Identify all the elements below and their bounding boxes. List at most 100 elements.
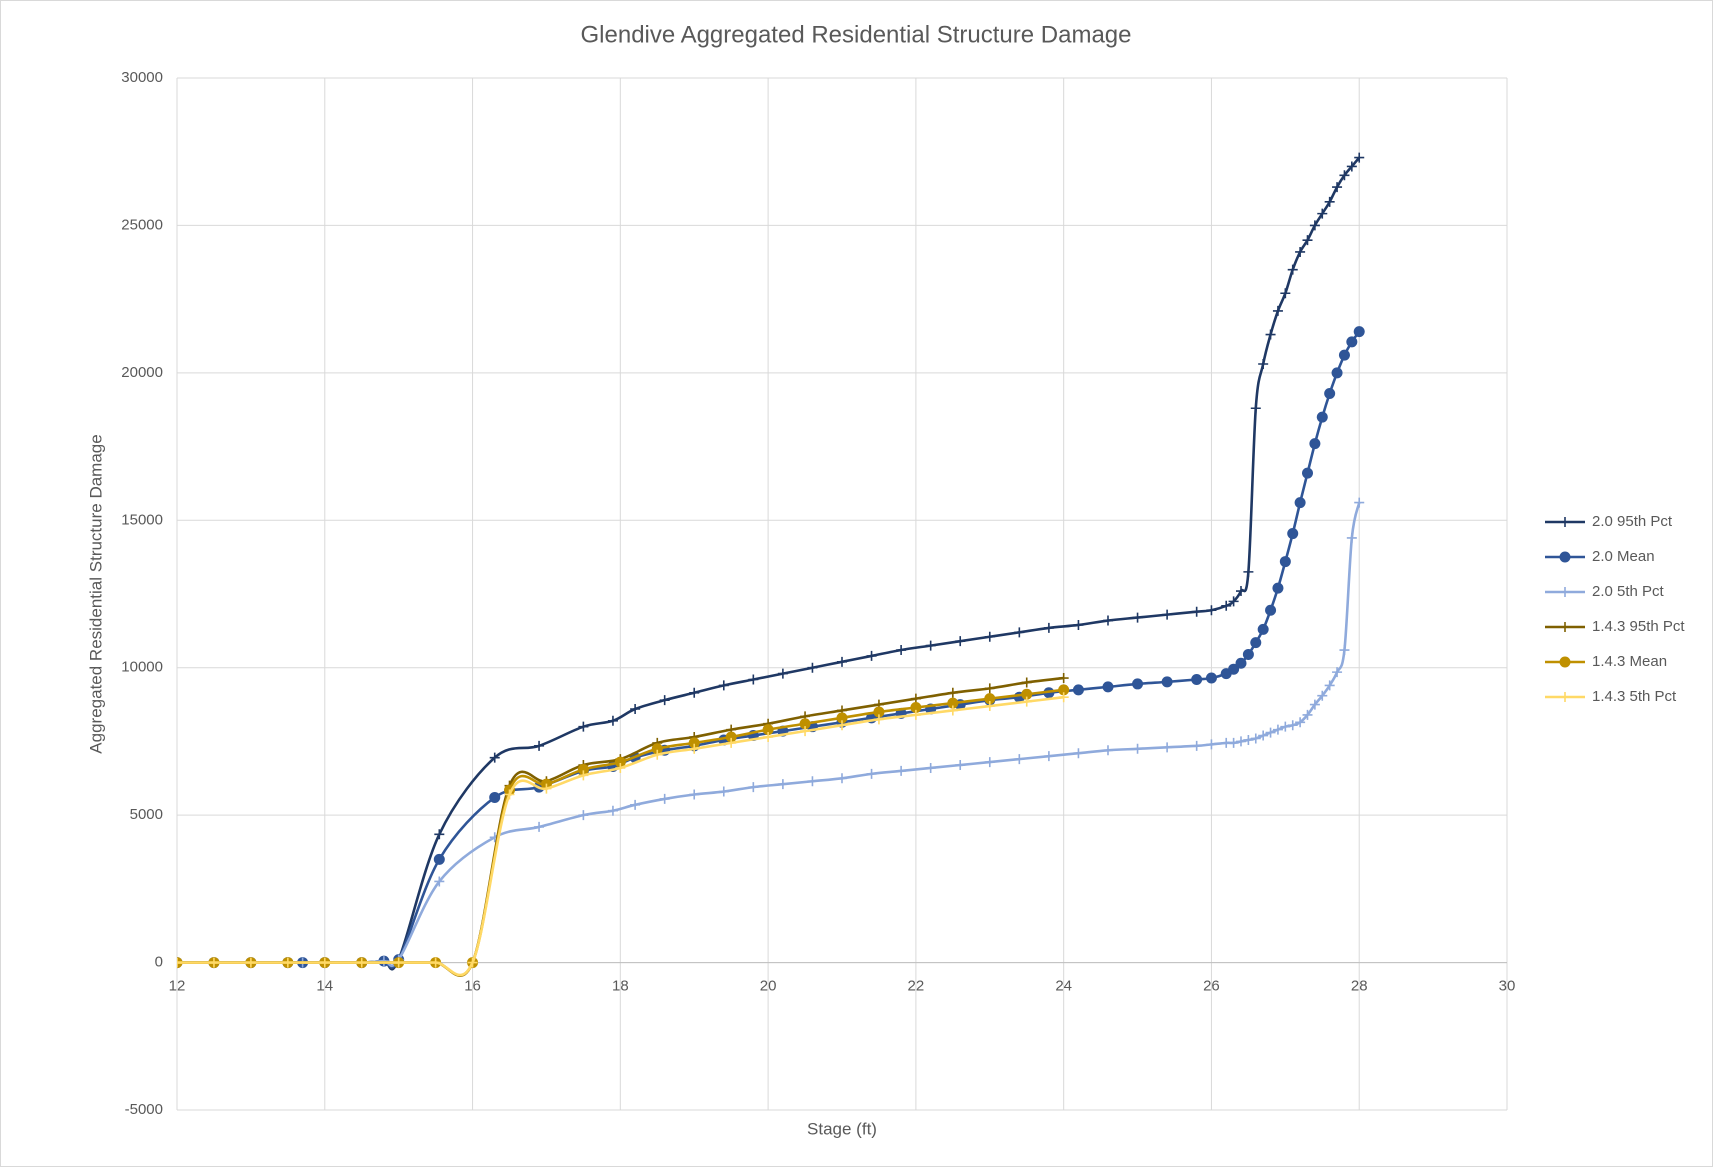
point xyxy=(651,743,663,755)
x-tick-label: 16 xyxy=(464,978,481,995)
point xyxy=(1287,264,1298,275)
point xyxy=(1272,305,1283,316)
point xyxy=(1295,717,1306,728)
point xyxy=(1132,612,1143,623)
point xyxy=(718,680,729,691)
point xyxy=(1316,411,1328,423)
chart-title: Glendive Aggregated Residential Structur… xyxy=(581,21,1132,48)
point xyxy=(984,683,995,694)
point xyxy=(1302,467,1313,479)
legend-label: 2.0 Mean xyxy=(1592,548,1655,565)
point xyxy=(837,656,847,667)
point xyxy=(866,768,877,779)
point xyxy=(1317,208,1328,219)
point xyxy=(947,705,958,716)
point xyxy=(1242,648,1254,660)
x-tick-label: 28 xyxy=(1351,978,1368,995)
point xyxy=(356,957,367,968)
point xyxy=(984,701,995,712)
point xyxy=(1309,220,1320,231)
point xyxy=(282,957,293,968)
point xyxy=(1559,551,1571,563)
point xyxy=(1265,329,1276,340)
legend-label: 1.4.3 5th Pct xyxy=(1592,688,1677,705)
point xyxy=(1132,743,1143,754)
legend-label: 1.4.3 95th Pct xyxy=(1592,618,1685,635)
point xyxy=(1338,349,1350,361)
point xyxy=(1021,696,1032,707)
point xyxy=(1250,733,1261,744)
point xyxy=(1103,615,1113,626)
point xyxy=(1073,748,1084,759)
legend-label: 1.4.3 Mean xyxy=(1592,653,1667,670)
point xyxy=(434,876,445,887)
point xyxy=(430,957,441,968)
point xyxy=(1324,387,1336,399)
point xyxy=(1235,657,1247,669)
point xyxy=(578,721,589,732)
point xyxy=(504,789,515,800)
y-axis-title: Aggregated Residential Structure Damage xyxy=(86,434,105,753)
point xyxy=(1058,692,1069,703)
point xyxy=(1228,596,1239,607)
x-tick-label: 22 xyxy=(908,978,925,995)
point xyxy=(955,760,966,771)
point xyxy=(1324,196,1335,207)
point xyxy=(873,706,885,718)
point xyxy=(984,693,996,705)
point xyxy=(984,757,995,768)
point xyxy=(1191,740,1202,751)
point xyxy=(1265,727,1276,738)
point xyxy=(925,762,936,773)
point xyxy=(541,783,552,794)
point xyxy=(748,782,759,793)
point xyxy=(726,737,737,748)
series xyxy=(177,692,1069,977)
point xyxy=(947,697,959,709)
point xyxy=(1236,736,1246,747)
point xyxy=(1014,754,1025,765)
point xyxy=(1560,692,1570,702)
point xyxy=(1331,367,1343,379)
point xyxy=(1287,528,1299,540)
point xyxy=(607,715,618,726)
point xyxy=(1236,586,1246,597)
point xyxy=(807,776,818,787)
point xyxy=(1346,532,1357,543)
y-tick-label: 15000 xyxy=(121,511,163,528)
point xyxy=(393,957,404,968)
point xyxy=(1043,751,1054,762)
point xyxy=(614,756,626,768)
point xyxy=(1294,497,1306,509)
point xyxy=(1206,605,1217,616)
point xyxy=(725,731,737,743)
point xyxy=(1102,681,1114,693)
point xyxy=(208,957,219,968)
point xyxy=(1272,724,1283,735)
point xyxy=(836,712,848,724)
point xyxy=(799,718,811,730)
point xyxy=(1021,688,1033,700)
point xyxy=(910,702,922,714)
x-axis-title: Stage (ft) xyxy=(807,1119,877,1138)
point xyxy=(1332,667,1343,678)
point xyxy=(1014,627,1025,638)
point xyxy=(1221,600,1232,611)
point xyxy=(1309,699,1320,710)
point xyxy=(1257,623,1269,635)
y-tick-label: 10000 xyxy=(121,659,163,676)
point xyxy=(689,687,700,698)
point xyxy=(1346,336,1358,348)
point xyxy=(689,743,700,754)
point xyxy=(578,810,589,821)
point xyxy=(659,793,670,804)
point xyxy=(534,821,545,832)
point xyxy=(1280,721,1291,732)
x-tick-label: 12 xyxy=(169,978,186,995)
point xyxy=(763,732,774,743)
point xyxy=(1302,235,1313,246)
x-tick-label: 20 xyxy=(760,978,777,995)
